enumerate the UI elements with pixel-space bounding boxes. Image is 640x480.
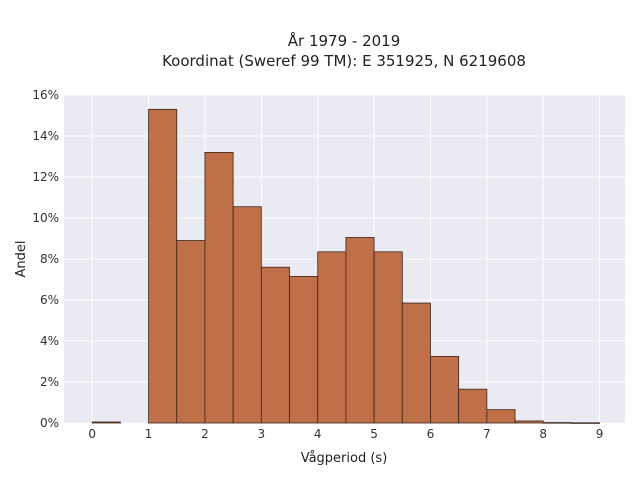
histogram-bar (514, 420, 544, 424)
x-axis-ticks: 0 1 2 3 4 5 6 7 8 9 (88, 427, 603, 441)
y-tick-label: 12% (32, 170, 59, 184)
histogram-bar (458, 388, 488, 424)
histogram-bar (204, 151, 234, 424)
bars (91, 108, 601, 424)
histogram-bar (317, 251, 347, 424)
x-tick-label: 6 (427, 427, 435, 441)
histogram-bar (260, 266, 290, 424)
x-tick-label: 3 (258, 427, 266, 441)
histogram-bar (401, 302, 431, 424)
histogram-bar (542, 422, 572, 424)
y-axis-ticks: 0% 2% 4% 6% 8% 10% 12% 14% 16% (32, 88, 59, 430)
histogram-bar (176, 240, 206, 424)
y-tick-label: 10% (32, 211, 59, 225)
x-axis-label: Vågperiod (s) (301, 451, 388, 466)
x-tick-label: 9 (596, 427, 604, 441)
y-tick-label: 6% (40, 293, 59, 307)
x-tick-label: 8 (539, 427, 547, 441)
histogram-bar (345, 237, 375, 424)
histogram-bar (373, 251, 403, 424)
x-tick-label: 7 (483, 427, 491, 441)
y-tick-label: 16% (32, 88, 59, 102)
y-tick-label: 0% (40, 416, 59, 430)
chart-title-line-1: År 1979 - 2019 (288, 31, 401, 50)
histogram-bar (571, 422, 601, 424)
histogram-bar (486, 409, 516, 424)
y-tick-label: 14% (32, 129, 59, 143)
x-tick-label: 4 (314, 427, 322, 441)
x-tick-label: 0 (88, 427, 96, 441)
chart-title-line-2: Koordinat (Sweref 99 TM): E 351925, N 62… (162, 52, 526, 70)
x-tick-label: 1 (145, 427, 153, 441)
y-tick-label: 4% (40, 334, 59, 348)
histogram-bar (91, 421, 121, 424)
x-tick-label: 5 (370, 427, 378, 441)
y-tick-label: 8% (40, 252, 59, 266)
x-tick-label: 2 (201, 427, 209, 441)
y-axis-label: Andel (14, 241, 29, 278)
histogram-bar (148, 108, 178, 424)
histogram-bar (232, 206, 262, 424)
y-tick-label: 2% (40, 375, 59, 389)
histogram-bar (430, 355, 460, 424)
histogram-bar (289, 276, 319, 424)
